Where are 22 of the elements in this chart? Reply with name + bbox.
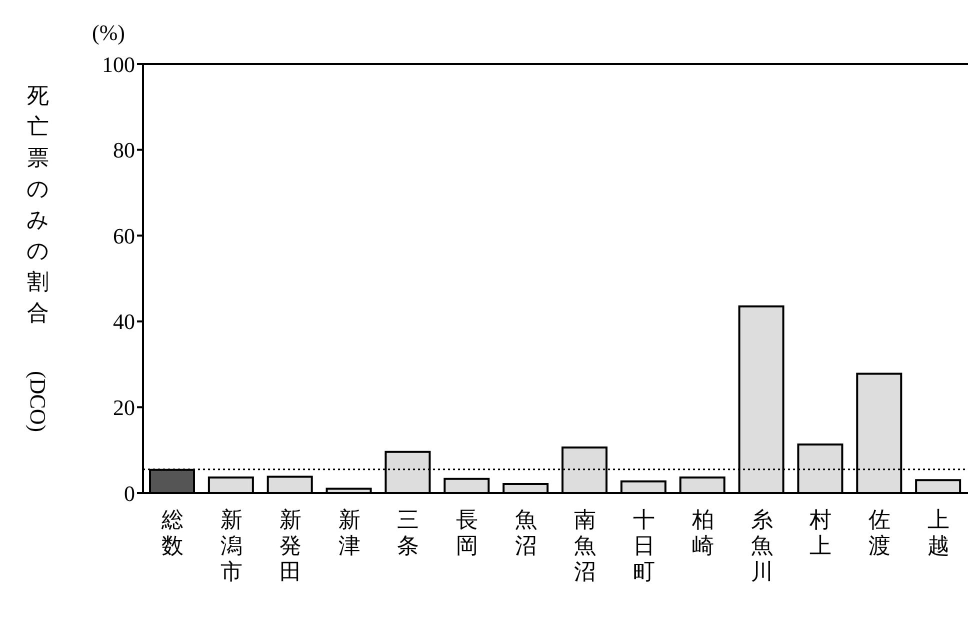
x-tick-label: 長岡 [456,507,478,558]
x-tick-label: 柏崎 [690,507,714,558]
x-tick-label: 新津 [338,507,360,558]
y-tick-label: 60 [113,223,135,248]
x-tick-label: 魚沼 [515,507,538,558]
y-tick-label: 100 [102,52,135,77]
x-tick-label: 佐渡 [868,507,891,558]
x-tick-label: 南魚沼 [574,507,596,584]
y-tick-label: 0 [124,480,135,506]
x-tick-label: 十日町 [632,507,655,584]
y-tick-label: 80 [113,138,135,163]
x-tick-label: 新発田 [279,507,302,584]
x-tick-label: 新潟市 [220,507,242,584]
x-tick-label: 三条 [397,507,420,558]
x-tick-label: 村上 [808,507,832,558]
y-tick-label: 40 [113,309,135,334]
x-tick-label: 総数 [160,507,184,558]
x-tick-label: 糸魚川 [750,507,773,584]
text: (%) [92,20,125,46]
y-tick-label: 20 [113,395,135,420]
text: 死亡票のみの割合 (DCO) [26,83,50,432]
x-tick-label: 上越 [928,507,950,558]
